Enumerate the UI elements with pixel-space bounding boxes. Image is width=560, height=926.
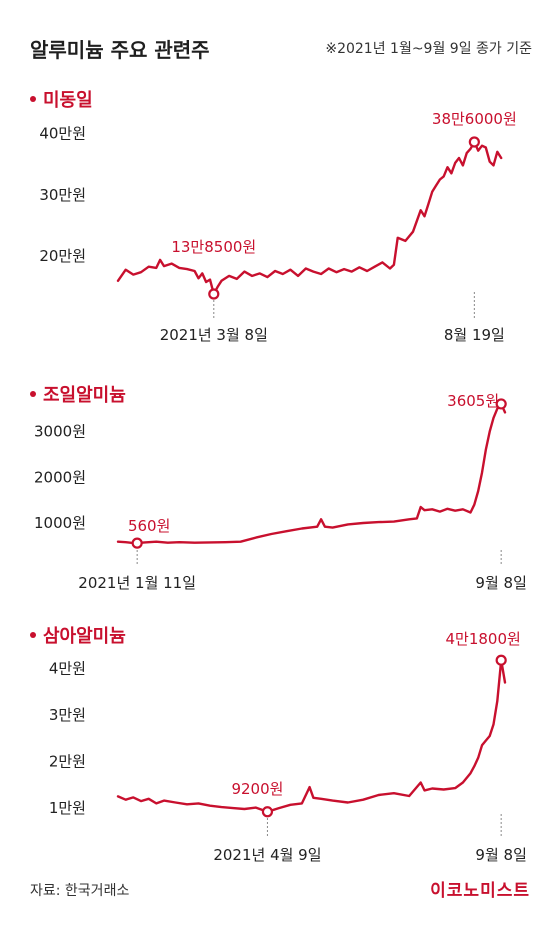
publisher-logo: 이코노미스트 — [430, 881, 530, 901]
x-date-label: 2021년 1월 11일 — [78, 574, 196, 592]
y-tick-label: 20만원 — [39, 247, 86, 265]
price-series-line — [116, 140, 503, 296]
x-date-label: 9월 8일 — [475, 574, 526, 592]
price-value-label: 38만6000원 — [432, 110, 517, 128]
price-marker-point — [131, 537, 143, 549]
price-series-line — [116, 402, 507, 545]
y-tick-label: 1만원 — [49, 799, 86, 817]
panel-title-midongil: 미동일 — [30, 86, 93, 112]
y-tick-label: 1000원 — [34, 514, 86, 532]
price-value-label: 3605원 — [447, 392, 499, 410]
y-tick-label: 2000원 — [34, 468, 86, 486]
bullet-icon — [30, 632, 36, 638]
panel-title-joil: 조일알미늄 — [30, 381, 126, 407]
price-value-label: 9200원 — [231, 780, 283, 798]
price-series-line — [116, 659, 507, 813]
bullet-icon — [30, 391, 36, 397]
y-tick-label: 3000원 — [34, 423, 86, 441]
y-tick-label: 3만원 — [49, 706, 86, 724]
x-date-label: 8월 19일 — [444, 326, 505, 344]
date-range-note: ※2021년 1월~9월 9일 종가 기준 — [325, 41, 532, 57]
x-date-label: 2021년 3월 8일 — [160, 326, 268, 344]
price-marker-point — [208, 288, 220, 300]
bullet-icon — [30, 96, 36, 102]
panel-title-sama: 삼아알미늄 — [30, 622, 126, 648]
price-value-label: 13만8500원 — [171, 238, 256, 256]
x-date-label: 2021년 4월 9일 — [213, 846, 321, 864]
x-date-label: 9월 8일 — [475, 846, 526, 864]
y-tick-label: 30만원 — [39, 186, 86, 204]
y-tick-label: 2만원 — [49, 753, 86, 771]
chart-title: 알루미늄 주요 관련주 — [30, 38, 210, 62]
price-value-label: 4만1800원 — [446, 630, 521, 648]
y-tick-label: 40만원 — [39, 124, 86, 142]
y-tick-label: 4만원 — [49, 660, 86, 678]
price-marker-point — [495, 654, 507, 666]
price-marker-point — [495, 398, 507, 410]
price-value-label: 560원 — [128, 517, 170, 535]
source-note: 자료: 한국거래소 — [30, 883, 130, 899]
price-marker-point — [261, 806, 274, 818]
price-marker-point — [468, 136, 480, 148]
